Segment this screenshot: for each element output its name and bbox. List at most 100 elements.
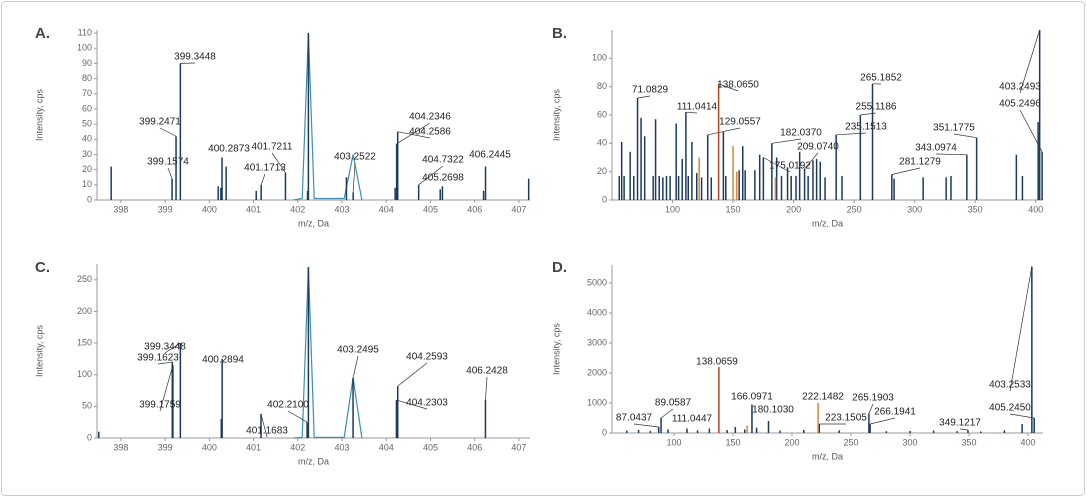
leader-line (1009, 413, 1035, 419)
y-tick-label: 0 (602, 194, 607, 204)
peak-label: 175.0192 (769, 161, 811, 172)
x-tick-label: 350 (968, 204, 983, 214)
x-tick-label: 100 (665, 204, 680, 214)
leader-line (718, 83, 739, 92)
x-tick-label: 200 (784, 437, 799, 447)
peak-label: 343.0974 (915, 143, 957, 154)
x-axis-label: m/z, Da (812, 218, 843, 228)
leader-line (397, 131, 431, 139)
leader-line (959, 428, 969, 431)
leader-line (167, 167, 173, 179)
x-tick-label: 404 (379, 204, 394, 214)
x-tick-label: 399 (158, 204, 173, 214)
peak-label: 401.7211 (252, 142, 293, 153)
peak-label: 223.1505 (825, 413, 867, 424)
leader-line (1009, 266, 1033, 392)
y-tick-label: 150 (77, 337, 92, 347)
peak-label: 399.3448 (144, 342, 186, 353)
peak-label: 404.2346 (409, 112, 451, 123)
x-tick-label: 400 (1028, 204, 1043, 214)
peak-label: 182.0370 (780, 128, 822, 139)
peak-label: 403.2522 (334, 152, 376, 163)
x-tick-label: 350 (961, 437, 976, 447)
peak-label: 89.0587 (655, 398, 692, 409)
peak-label: 399.2471 (139, 117, 181, 128)
y-tick-label: 4000 (587, 307, 607, 317)
y-tick-label: 20 (597, 166, 607, 176)
peak-label: 400.2873 (208, 144, 250, 155)
x-axis-label: m/z, Da (298, 456, 329, 466)
leader-line (804, 152, 819, 170)
peak-label: 405.2698 (422, 173, 464, 184)
y-tick-label: 30 (82, 149, 92, 159)
peak-label: 403.2533 (989, 380, 1031, 391)
x-tick-label: 398 (113, 204, 128, 214)
y-tick-label: 5000 (587, 277, 607, 287)
y-tick-label: 60 (597, 109, 607, 119)
x-tick-label: 407 (511, 442, 526, 452)
y-tick-label: 100 (77, 43, 92, 53)
x-tick-label: 403 (335, 204, 350, 214)
y-tick-label: 100 (77, 369, 92, 379)
y-tick-label: 10 (82, 179, 92, 189)
x-tick-label: 402 (290, 442, 305, 452)
leader-line (260, 173, 266, 185)
peak-label: 399.1623 (137, 353, 179, 364)
y-tick-label: 60 (82, 103, 92, 113)
y-tick-label: 250 (77, 274, 92, 284)
leader-line (418, 165, 444, 186)
x-tick-label: 405 (423, 442, 438, 452)
peak-label: 180.1030 (752, 405, 794, 416)
peak-label: 403.2495 (337, 345, 379, 356)
x-tick-label: 404 (379, 442, 394, 452)
y-axis-label: Intensity, cps (34, 325, 44, 377)
peak-label: 404.2303 (406, 398, 448, 409)
y-axis-label: Intensity, cps (551, 323, 561, 375)
y-tick-label: 1000 (587, 397, 607, 407)
leader-line (159, 365, 174, 412)
x-tick-label: 399 (158, 442, 173, 452)
leader-line (260, 413, 268, 438)
leader-line (271, 152, 286, 173)
y-tick-label: 50 (82, 118, 92, 128)
y-tick-label: 20 (82, 164, 92, 174)
leader-line (637, 95, 651, 99)
leader-line (287, 410, 308, 423)
leader-line (763, 157, 791, 173)
y-tick-label: 50 (82, 401, 92, 411)
leader-line (891, 167, 921, 175)
peak-label: 71.0829 (632, 85, 669, 96)
y-tick-label: 2000 (587, 367, 607, 377)
peak-label: 401.1713 (244, 163, 286, 174)
peak-label: 129.0557 (719, 117, 761, 128)
leader-line (860, 112, 877, 116)
x-tick-label: 407 (511, 204, 526, 214)
peak-label: 255.1186 (856, 102, 897, 113)
x-tick-label: 100 (666, 437, 681, 447)
peak-label: 87.0437 (616, 413, 653, 424)
panel-label: C. (35, 259, 50, 276)
x-tick-label: 400 (202, 442, 217, 452)
leader-line (685, 111, 698, 114)
isolation-trace (293, 32, 363, 201)
x-tick-label: 405 (423, 204, 438, 214)
peak-label: 265.1852 (860, 73, 902, 84)
x-tick-label: 406 (467, 204, 482, 214)
x-tick-label: 406 (467, 442, 482, 452)
peak-label: 111.0447 (672, 414, 713, 425)
y-tick-label: 80 (597, 81, 607, 91)
x-tick-label: 398 (113, 442, 128, 452)
leader-line (660, 408, 674, 419)
leader-line (953, 133, 977, 139)
leader-line (633, 423, 659, 428)
panel-label: A. (35, 25, 50, 42)
x-tick-label: 300 (907, 204, 922, 214)
peak-label: 266.1941 (874, 407, 916, 418)
y-tick-label: 100 (592, 53, 607, 63)
peak-label: 111.0414 (677, 102, 718, 113)
leader-line (870, 417, 896, 425)
leader-line (159, 127, 177, 137)
peak-label: 404.2586 (409, 127, 451, 138)
leader-line (485, 376, 488, 401)
peak-label: 406.2428 (466, 366, 508, 377)
